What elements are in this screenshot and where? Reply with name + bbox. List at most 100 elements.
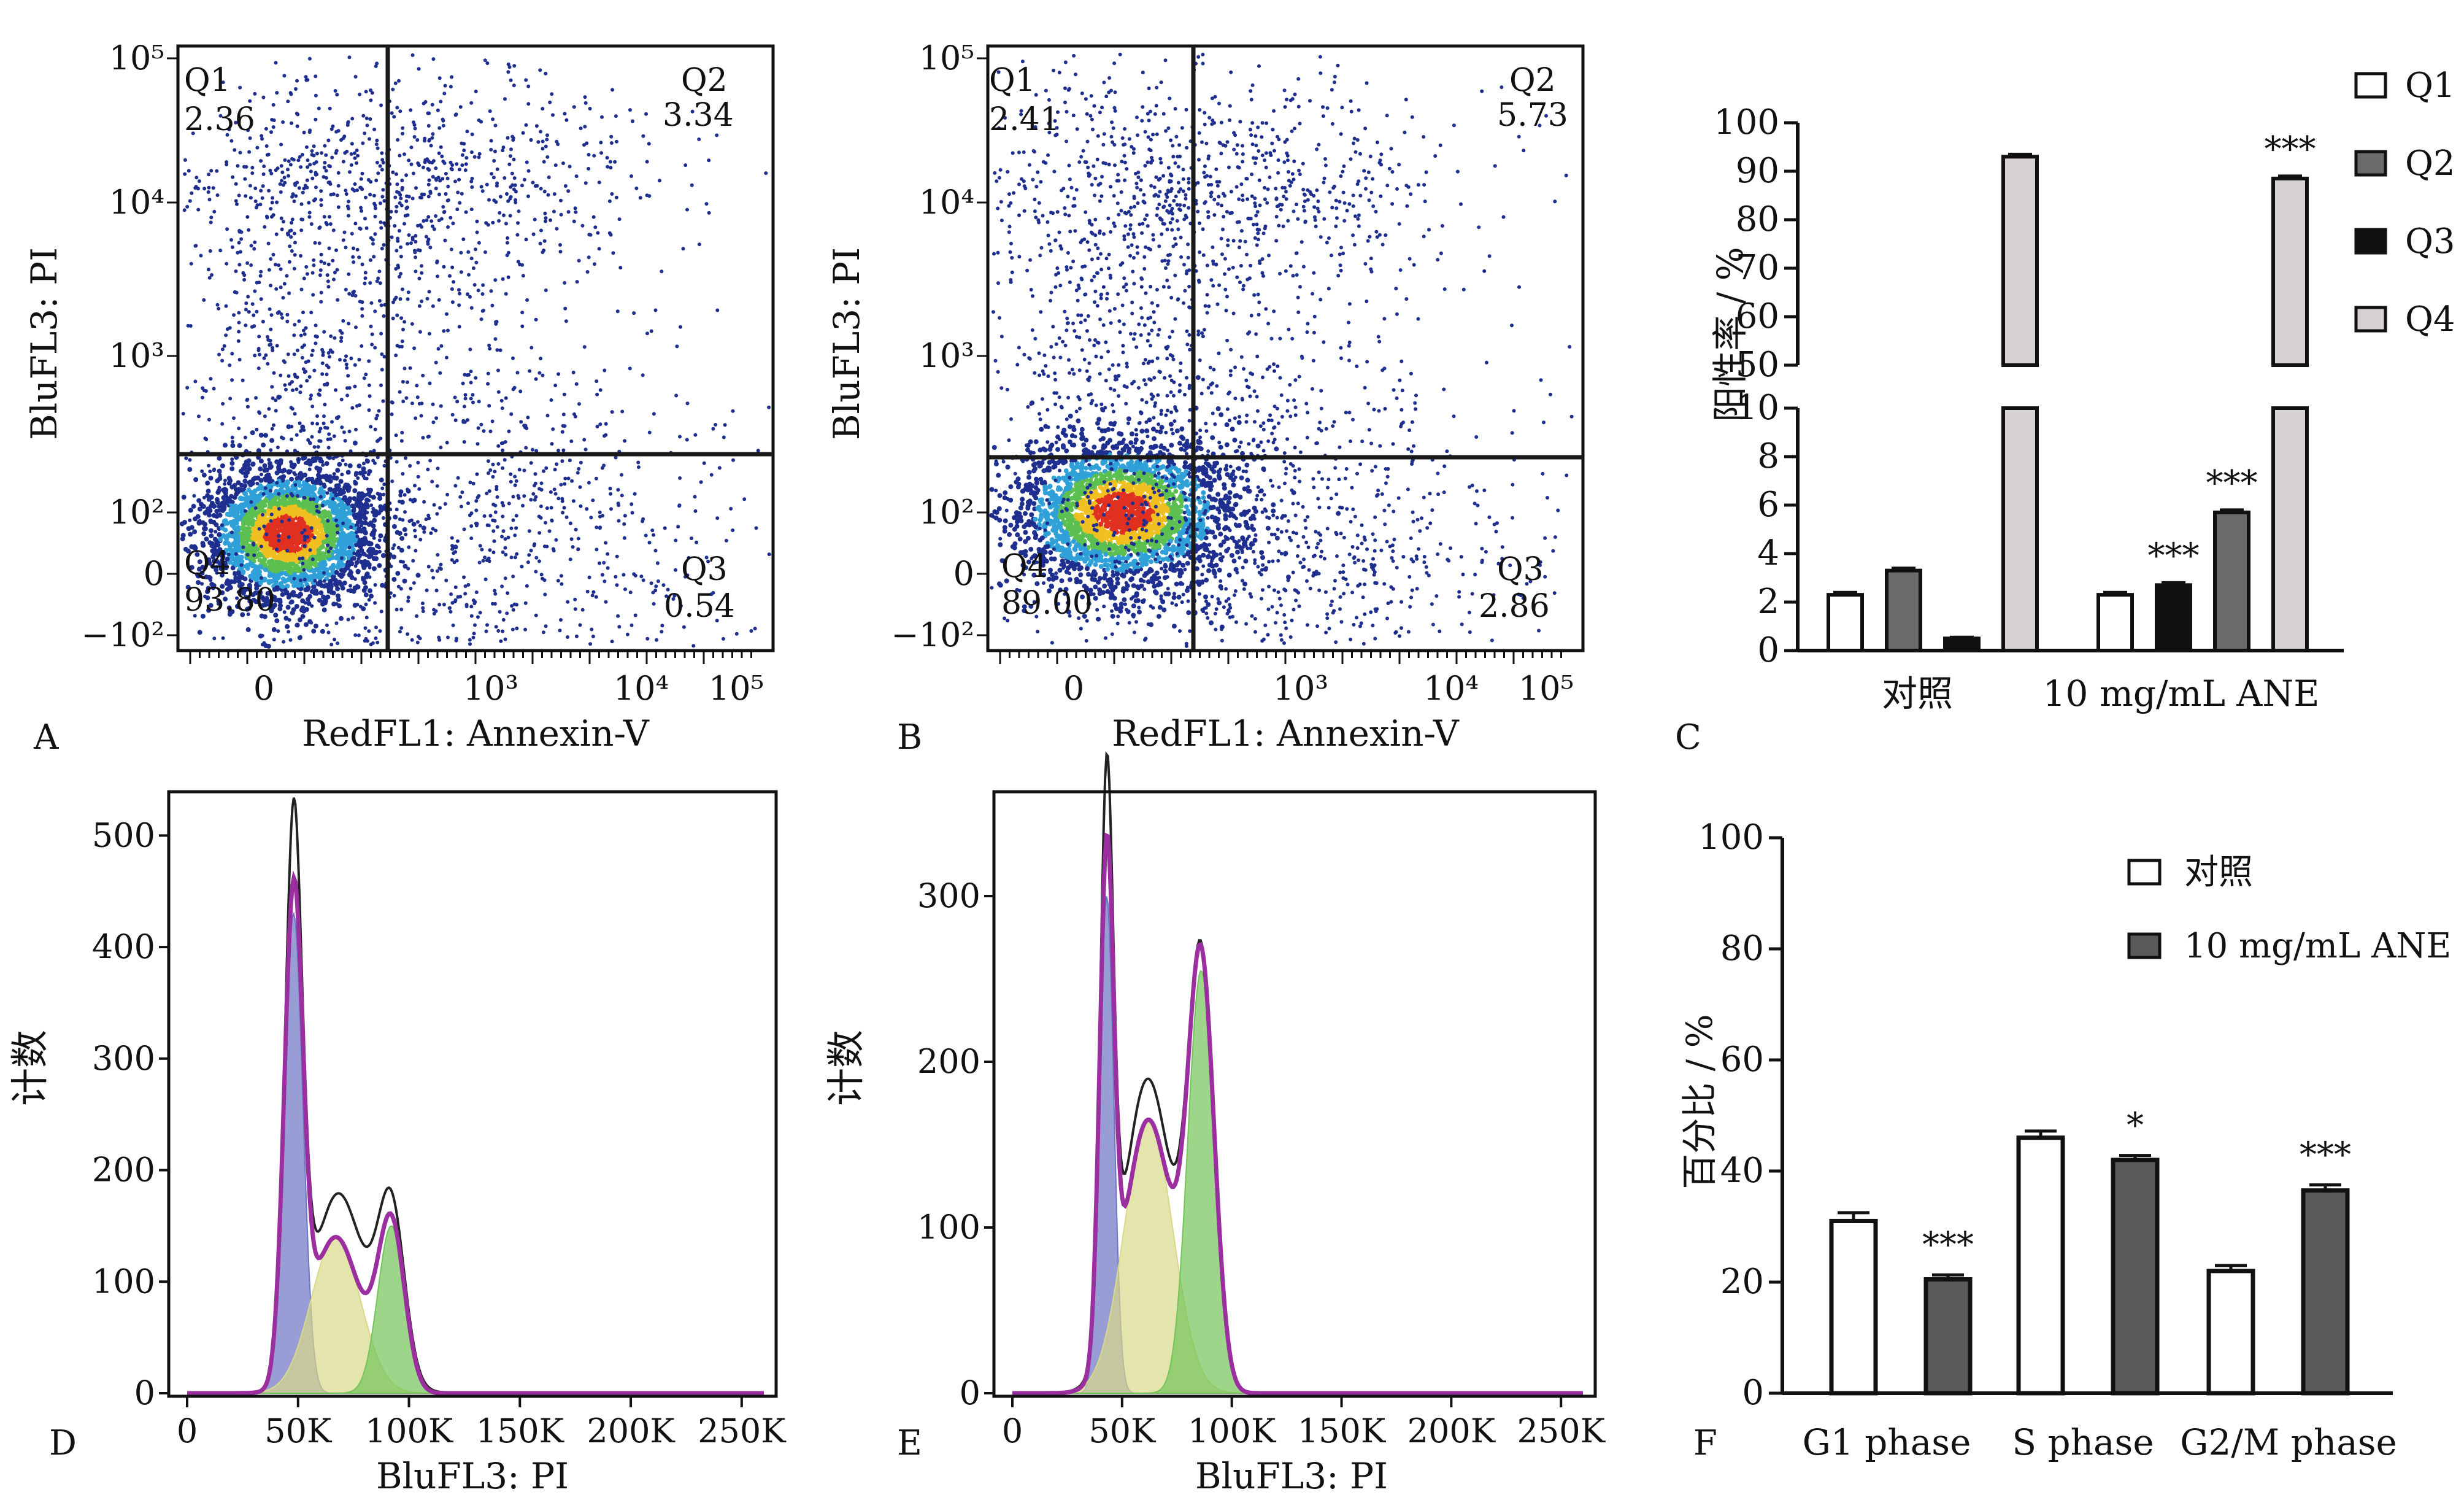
dot — [416, 474, 420, 479]
dot — [474, 508, 479, 512]
dot — [217, 352, 221, 357]
dot — [327, 246, 331, 250]
dot — [342, 580, 347, 586]
dot — [217, 485, 221, 490]
dot — [399, 245, 403, 249]
dot — [349, 530, 355, 536]
dot — [431, 57, 436, 61]
dot — [390, 412, 394, 416]
dot — [327, 525, 333, 531]
dot — [356, 557, 361, 561]
dot — [363, 520, 368, 526]
dot — [428, 137, 431, 142]
dot — [445, 176, 450, 180]
dot — [487, 471, 490, 475]
dot — [517, 209, 521, 214]
dot — [249, 500, 253, 504]
dot — [609, 492, 613, 496]
dot — [299, 253, 302, 258]
dot — [454, 638, 458, 643]
dot — [364, 116, 369, 120]
dot — [309, 526, 314, 530]
dot — [363, 639, 367, 643]
dot — [301, 311, 305, 315]
dot — [494, 200, 498, 204]
dot — [373, 346, 377, 350]
dot — [364, 458, 369, 462]
x-tick-label: 0 — [253, 669, 274, 708]
dot — [286, 470, 290, 474]
dot — [393, 224, 397, 228]
dot — [380, 158, 385, 162]
dot — [231, 175, 235, 179]
dot — [469, 207, 474, 212]
dot — [649, 581, 653, 586]
dot — [677, 503, 682, 508]
dot — [440, 154, 444, 158]
dot — [503, 576, 507, 581]
dot — [315, 422, 320, 426]
dot — [587, 481, 591, 485]
dot — [292, 199, 296, 203]
dot — [379, 609, 383, 614]
dot — [282, 579, 287, 584]
dot — [298, 551, 302, 556]
dot — [336, 483, 341, 489]
dot — [326, 285, 331, 289]
dot — [379, 436, 383, 441]
dot — [229, 139, 234, 143]
dot — [551, 113, 555, 117]
dot — [606, 566, 610, 570]
dot — [325, 373, 329, 376]
dot — [609, 141, 614, 145]
dot — [229, 493, 234, 499]
dot — [269, 489, 272, 493]
dot — [307, 201, 311, 205]
dot — [267, 458, 271, 462]
dot — [293, 253, 297, 257]
dot — [355, 247, 360, 252]
dot — [184, 456, 188, 460]
dot — [192, 529, 198, 535]
dot — [564, 118, 569, 122]
dot — [426, 242, 430, 246]
dot — [439, 562, 443, 566]
dot — [268, 307, 272, 311]
dot — [481, 283, 485, 287]
dot — [293, 323, 297, 327]
dot — [260, 473, 263, 477]
dot — [364, 553, 368, 557]
dot — [263, 476, 267, 481]
dot — [505, 192, 509, 196]
dot — [375, 279, 379, 284]
dot — [337, 509, 342, 514]
dot — [201, 531, 207, 536]
dot — [603, 579, 607, 584]
dot — [414, 269, 418, 274]
dot — [651, 590, 655, 595]
dot — [289, 463, 295, 469]
dot — [232, 416, 236, 420]
dot — [220, 347, 225, 352]
dot — [521, 274, 525, 278]
dot — [368, 575, 372, 579]
dot — [415, 384, 419, 388]
dot — [442, 91, 447, 96]
dot — [245, 404, 250, 409]
dot — [463, 396, 468, 401]
dot — [434, 416, 439, 420]
dot — [629, 174, 633, 178]
dot — [476, 426, 480, 430]
dot — [344, 362, 348, 366]
dot — [542, 160, 546, 164]
dot — [264, 214, 269, 218]
dot — [268, 343, 272, 347]
dot — [286, 99, 290, 104]
dot — [549, 506, 553, 510]
dot — [513, 474, 517, 479]
dot — [257, 527, 261, 531]
dot — [233, 571, 237, 575]
dot — [420, 300, 424, 303]
dot — [591, 590, 596, 594]
